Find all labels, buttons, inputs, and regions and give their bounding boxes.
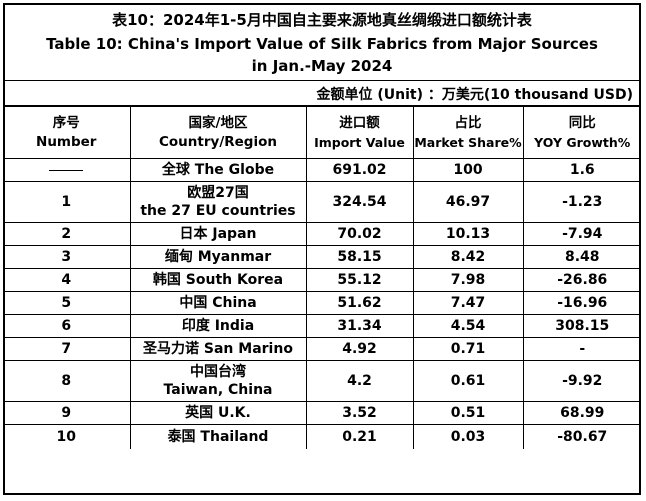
row-share: 0.03 — [412, 424, 524, 449]
row-number: 2 — [3, 222, 131, 246]
dash-mark — [49, 169, 84, 171]
row-country: 全球 The Globe — [129, 158, 307, 182]
title-en-line2: in Jan.-May 2024 — [251, 57, 393, 75]
row-import: 31.34 — [305, 314, 414, 338]
row-yoy: -80.67 — [522, 424, 641, 449]
header-number-en: Number — [36, 133, 97, 150]
import-table: 序号 Number 国家/地区 Country/Region 进口额 Impor… — [3, 105, 641, 449]
row-import: 0.21 — [305, 424, 414, 449]
table-row: 2 日本 Japan 70.02 10.13 -7.94 — [3, 222, 641, 246]
row-import: 51.62 — [305, 291, 414, 315]
row-country-line2: Taiwan, China — [163, 382, 273, 398]
row-number: 9 — [3, 401, 131, 425]
header-import-zh: 进口额 — [339, 114, 380, 131]
header-import: 进口额 Import Value — [305, 105, 414, 159]
row-yoy: -7.94 — [522, 222, 641, 246]
unit-label: 金额单位 (Unit) ：万美元(10 thousand USD) — [316, 87, 633, 103]
table-row: 4 韩国 South Korea 55.12 7.98 -26.86 — [3, 268, 641, 292]
header-share: 占比 Market Share% — [412, 105, 524, 159]
row-share: 8.42 — [412, 245, 524, 269]
row-import: 4.2 — [305, 360, 414, 402]
header-share-en: Market Share% — [414, 134, 522, 150]
table-row: 3 缅甸 Myanmar 58.15 8.42 8.48 — [3, 245, 641, 269]
row-country: 印度 India — [129, 314, 307, 338]
row-share: 0.61 — [412, 360, 524, 402]
row-country-line2: the 27 EU countries — [140, 203, 296, 219]
row-number: 7 — [3, 337, 131, 361]
table-row: 5 中国 China 51.62 7.47 -16.96 — [3, 291, 641, 315]
row-number: 3 — [3, 245, 131, 269]
row-number: 4 — [3, 268, 131, 292]
header-import-en: Import Value — [314, 134, 405, 150]
row-share: 100 — [412, 158, 524, 182]
unit-row: 金额单位 (Unit) ：万美元(10 thousand USD) — [3, 80, 641, 106]
row-import: 324.54 — [305, 181, 414, 223]
row-yoy: -16.96 — [522, 291, 641, 315]
row-share: 10.13 — [412, 222, 524, 246]
header-yoy: 同比 YOY Growth% — [522, 105, 641, 159]
row-country: 英国 U.K. — [129, 401, 307, 425]
row-country: 圣马力诺 San Marino — [129, 337, 307, 361]
row-country-line1: 欧盟27国 — [187, 185, 249, 201]
row-yoy: 68.99 — [522, 401, 641, 425]
header-yoy-en: YOY Growth% — [534, 134, 631, 150]
row-yoy: 8.48 — [522, 245, 641, 269]
header-country-en: Country/Region — [159, 133, 277, 150]
header-number-zh: 序号 — [52, 114, 80, 131]
table-row: 全球 The Globe 691.02 100 1.6 — [3, 158, 641, 182]
row-yoy: 308.15 — [522, 314, 641, 338]
title-zh: 表10：2024年1-5月中国自主要来源地真丝绸缎进口额统计表 — [112, 11, 532, 29]
table-row: 10 泰国 Thailand 0.21 0.03 -80.67 — [3, 424, 641, 449]
header-yoy-zh: 同比 — [568, 114, 596, 131]
row-import: 691.02 — [305, 158, 414, 182]
table-row: 6 印度 India 31.34 4.54 308.15 — [3, 314, 641, 338]
row-share: 7.98 — [412, 268, 524, 292]
table-row: 9 英国 U.K. 3.52 0.51 68.99 — [3, 401, 641, 425]
header-country: 国家/地区 Country/Region — [129, 105, 307, 159]
row-number: 8 — [3, 360, 131, 402]
row-share: 7.47 — [412, 291, 524, 315]
row-country: 缅甸 Myanmar — [129, 245, 307, 269]
row-country: 日本 Japan — [129, 222, 307, 246]
row-yoy: -1.23 — [522, 181, 641, 223]
row-number: 5 — [3, 291, 131, 315]
row-number: 1 — [3, 181, 131, 223]
row-share: 0.71 — [412, 337, 524, 361]
header-row: 序号 Number 国家/地区 Country/Region 进口额 Impor… — [3, 105, 641, 159]
row-country: 韩国 South Korea — [129, 268, 307, 292]
row-country: 泰国 Thailand — [129, 424, 307, 449]
row-share: 4.54 — [412, 314, 524, 338]
row-import: 58.15 — [305, 245, 414, 269]
row-yoy: 1.6 — [522, 158, 641, 182]
row-number — [3, 158, 131, 182]
table-row: 7 圣马力诺 San Marino 4.92 0.71 - — [3, 337, 641, 361]
header-country-zh: 国家/地区 — [188, 114, 248, 131]
row-import: 3.52 — [305, 401, 414, 425]
row-import: 70.02 — [305, 222, 414, 246]
row-country-line1: 中国台湾 — [190, 364, 246, 380]
table-row: 1 欧盟27国 the 27 EU countries 324.54 46.97… — [3, 181, 641, 223]
row-number: 10 — [3, 424, 131, 449]
row-share: 46.97 — [412, 181, 524, 223]
row-number: 6 — [3, 314, 131, 338]
row-share: 0.51 — [412, 401, 524, 425]
header-number: 序号 Number — [3, 105, 131, 159]
row-yoy: -9.92 — [522, 360, 641, 402]
title-en-line1: Table 10: China's Import Value of Silk F… — [46, 35, 598, 53]
row-yoy: - — [522, 337, 641, 361]
row-country: 中国台湾 Taiwan, China — [129, 360, 307, 402]
row-country: 欧盟27国 the 27 EU countries — [129, 181, 307, 223]
row-yoy: -26.86 — [522, 268, 641, 292]
header-share-zh: 占比 — [454, 114, 482, 131]
row-import: 4.92 — [305, 337, 414, 361]
row-import: 55.12 — [305, 268, 414, 292]
table-row: 8 中国台湾 Taiwan, China 4.2 0.61 -9.92 — [3, 360, 641, 402]
row-country: 中国 China — [129, 291, 307, 315]
